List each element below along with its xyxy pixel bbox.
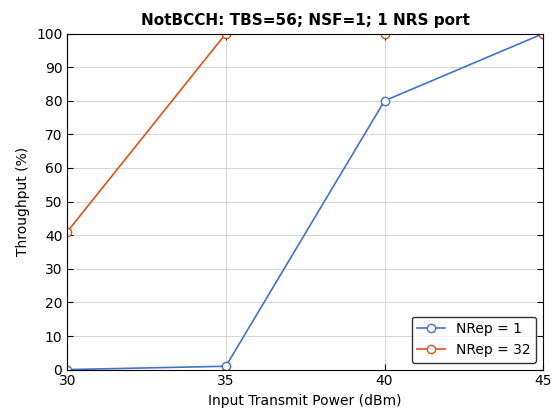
Line: NRep = 32: NRep = 32	[63, 29, 547, 236]
Y-axis label: Throughput (%): Throughput (%)	[16, 147, 30, 256]
NRep = 32	[540, 31, 547, 36]
X-axis label: Input Transmit Power (dBm): Input Transmit Power (dBm)	[208, 394, 402, 408]
NRep = 1	[64, 367, 71, 372]
NRep = 32	[64, 229, 71, 234]
NRep = 32	[381, 31, 388, 36]
NRep = 1	[222, 364, 229, 369]
Line: NRep = 1: NRep = 1	[63, 29, 547, 374]
Legend: NRep = 1, NRep = 32: NRep = 1, NRep = 32	[412, 317, 536, 362]
NRep = 32	[222, 31, 229, 36]
NRep = 1	[381, 98, 388, 103]
Title: NotBCCH: TBS=56; NSF=1; 1 NRS port: NotBCCH: TBS=56; NSF=1; 1 NRS port	[141, 13, 470, 28]
NRep = 1	[540, 31, 547, 36]
